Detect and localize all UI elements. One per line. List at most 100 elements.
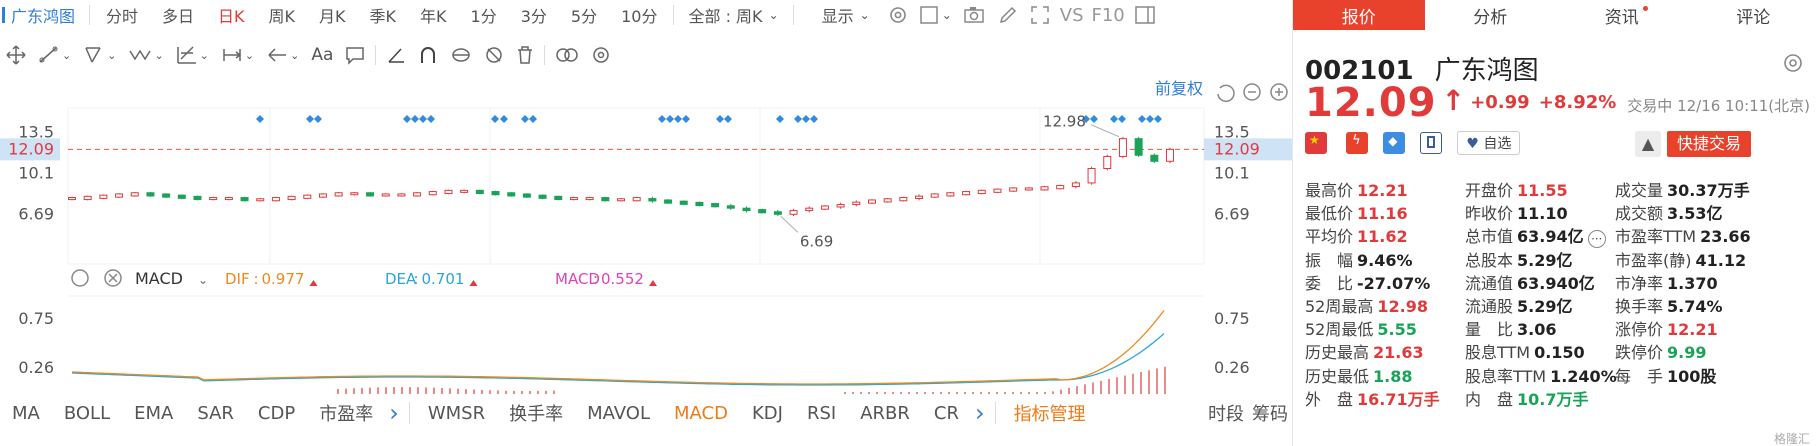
period-tab[interactable]: 周K — [268, 7, 296, 26]
candle-body[interactable] — [350, 192, 359, 196]
watchlist-button[interactable]: ♥ 自选 — [1457, 131, 1521, 155]
candle-body[interactable] — [1009, 187, 1018, 192]
f10-button[interactable]: F10 — [1091, 4, 1125, 26]
event-marker[interactable] — [1082, 115, 1090, 123]
candle-body[interactable] — [381, 193, 390, 197]
indicator-item[interactable]: MA — [12, 402, 40, 424]
indicator-item[interactable]: CDP — [257, 402, 296, 424]
candle-body[interactable] — [867, 199, 876, 204]
event-marker[interactable] — [500, 115, 508, 123]
vs-button[interactable]: VS — [1059, 4, 1084, 26]
candle-body[interactable] — [366, 192, 375, 197]
indicator-item[interactable]: SAR — [197, 402, 234, 424]
quote-tab[interactable]: 报价 — [1293, 0, 1425, 30]
candle-body[interactable] — [334, 192, 343, 197]
indicator-item[interactable]: 换手率 — [509, 404, 564, 425]
color-square-icon[interactable]: ⌄ — [916, 6, 956, 24]
candle-body[interactable] — [632, 197, 641, 202]
candle-body[interactable] — [68, 197, 76, 201]
indicator-item[interactable]: WMSR — [427, 402, 486, 424]
hide-drawing-icon[interactable] — [478, 38, 510, 72]
period-tab[interactable]: 分时 — [106, 7, 139, 26]
event-marker[interactable] — [1138, 115, 1146, 123]
candle-body[interactable] — [115, 193, 124, 198]
candle-body[interactable] — [1103, 155, 1112, 169]
margin-trading-icon[interactable]: ϟ — [1346, 132, 1369, 154]
event-marker[interactable] — [491, 115, 499, 123]
candle-body[interactable] — [679, 200, 688, 205]
event-marker[interactable] — [1118, 115, 1126, 123]
candle-body[interactable] — [177, 194, 186, 199]
chevron-down-icon[interactable]: ⌄ — [198, 273, 208, 287]
scroll-right-icon[interactable]: › — [389, 399, 399, 427]
candle-body[interactable] — [507, 192, 516, 197]
indicator-item[interactable]: 市盈率 — [319, 404, 374, 425]
candle-body[interactable] — [287, 195, 296, 201]
sidebar-toggle-icon[interactable] — [1129, 5, 1161, 25]
period-tab[interactable]: 5分 — [570, 7, 598, 26]
candle-body[interactable] — [162, 193, 171, 198]
camera-icon[interactable] — [956, 6, 992, 24]
bottom-right-item[interactable]: 时段 — [1208, 404, 1244, 425]
period-tab[interactable]: 1分 — [470, 7, 497, 26]
candle-body[interactable] — [1150, 154, 1159, 162]
candle-body[interactable] — [460, 189, 469, 193]
event-marker[interactable] — [1154, 115, 1162, 123]
candle-body[interactable] — [915, 195, 924, 200]
candle-body[interactable] — [585, 197, 594, 201]
candle-body[interactable] — [1166, 148, 1174, 162]
event-marker[interactable] — [810, 115, 818, 123]
candle-body[interactable] — [993, 188, 1002, 193]
indicator-item[interactable]: ARBR — [860, 402, 910, 424]
candle-body[interactable] — [256, 198, 265, 202]
zoom-in-icon[interactable] — [1270, 83, 1288, 101]
candle-body[interactable] — [977, 189, 986, 195]
macd-title[interactable]: MACD — [135, 269, 183, 288]
candle-body[interactable] — [789, 210, 798, 215]
event-marker[interactable] — [419, 115, 427, 123]
event-marker[interactable] — [314, 115, 322, 123]
candle-body[interactable] — [83, 195, 92, 201]
candle-body[interactable] — [1040, 186, 1049, 191]
event-marker[interactable] — [411, 115, 419, 123]
event-marker[interactable] — [666, 115, 674, 123]
candle-body[interactable] — [836, 204, 845, 208]
candle-body[interactable] — [146, 192, 155, 197]
candle-body[interactable] — [742, 207, 751, 212]
candle-body[interactable] — [522, 193, 531, 198]
angle-tool-icon[interactable] — [380, 38, 412, 72]
candle-body[interactable] — [569, 197, 578, 201]
candle-body[interactable] — [617, 198, 625, 202]
macd-close-icon[interactable] — [104, 269, 122, 287]
candle-body[interactable] — [1134, 138, 1143, 156]
display-dropdown[interactable]: 显示 ⌄ — [812, 3, 880, 27]
candle-body[interactable] — [726, 205, 735, 209]
event-marker[interactable] — [403, 115, 411, 123]
undo-icon[interactable] — [1217, 84, 1235, 103]
candle-body[interactable] — [883, 198, 892, 203]
event-marker[interactable] — [1146, 115, 1154, 123]
event-marker[interactable] — [256, 115, 264, 123]
candle-body[interactable] — [930, 193, 939, 198]
macd-settings-icon[interactable] — [71, 269, 89, 287]
period-tab[interactable]: 10分 — [621, 7, 658, 26]
stock-name-link[interactable]: 广东鸿图 — [0, 3, 85, 27]
event-marker[interactable] — [776, 115, 784, 123]
trash-icon[interactable] — [510, 38, 540, 72]
candle-body[interactable] — [758, 209, 767, 214]
fib-tool-icon[interactable]: ⌄ — [170, 38, 215, 72]
candle-body[interactable] — [130, 192, 139, 197]
compare-icon[interactable] — [549, 38, 585, 72]
candle-body[interactable] — [1118, 138, 1127, 157]
indicator-item[interactable]: 指标管理 — [1013, 404, 1086, 425]
candle-body[interactable] — [899, 197, 908, 202]
candle-body[interactable] — [773, 211, 782, 215]
event-marker[interactable] — [724, 115, 732, 123]
candle-body[interactable] — [648, 198, 657, 202]
indicator-item[interactable]: EMA — [134, 402, 174, 424]
period-tab[interactable]: 年K — [420, 7, 447, 26]
indicator-item[interactable]: MACD — [673, 402, 728, 424]
candle-body[interactable] — [820, 205, 829, 210]
candle-body[interactable] — [209, 197, 218, 201]
